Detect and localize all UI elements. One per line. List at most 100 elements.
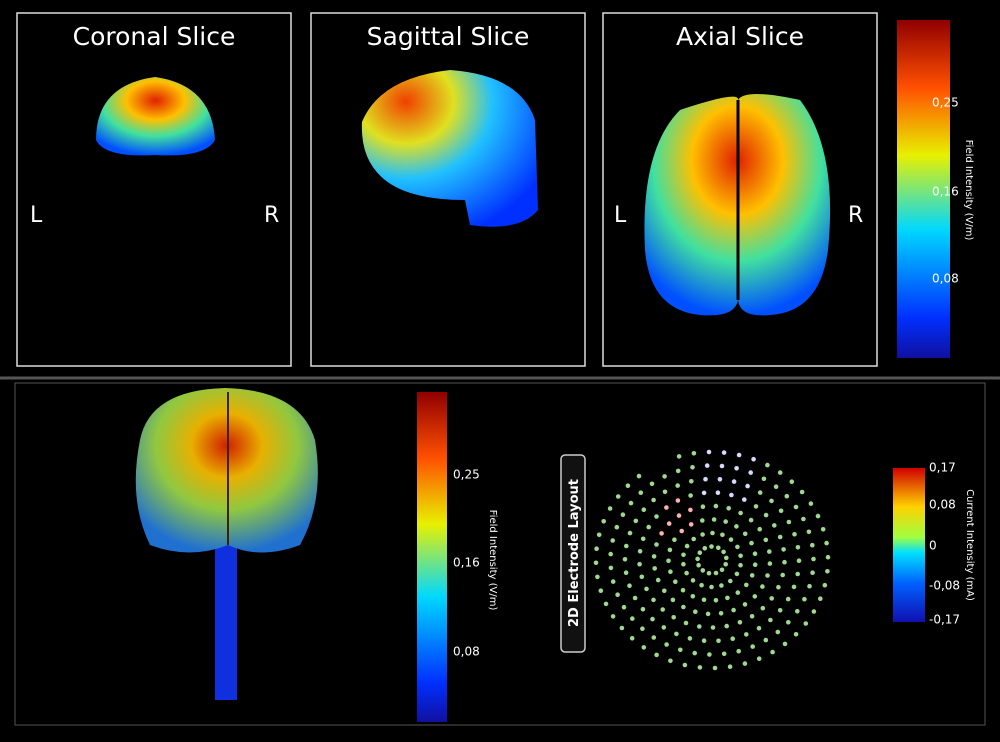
electrode: [688, 522, 694, 527]
electrode: [765, 573, 770, 578]
electrode: [802, 596, 807, 602]
colorbar-tick: -0,17: [929, 613, 960, 627]
electrode: [670, 597, 676, 603]
colorbar-tick: 0,25: [453, 468, 480, 482]
electrode: [666, 558, 671, 564]
electrode: [716, 638, 721, 644]
electrode: [734, 466, 739, 471]
electrode: [786, 620, 791, 625]
electrode: [690, 578, 696, 583]
electrode: [654, 542, 659, 547]
colorbar-tick: 0,16: [932, 185, 959, 199]
electrode: [768, 617, 773, 623]
electrode: [615, 494, 621, 499]
electrode: [772, 523, 777, 528]
colorbar-label: Current Intensity (mA): [964, 489, 975, 601]
electrode: [719, 463, 725, 469]
electrode: [776, 584, 781, 590]
electrode: [753, 504, 759, 509]
electrode: [690, 594, 696, 599]
button-label[interactable]: 2D Electrode Layout: [567, 479, 582, 627]
electrode: [713, 570, 719, 576]
coronal-slice: [96, 77, 215, 156]
electrode: [780, 572, 785, 578]
electrode: [623, 570, 629, 575]
electrode: [594, 546, 599, 551]
electrode: [607, 506, 613, 511]
electrode: [777, 534, 783, 540]
electrode: [707, 652, 712, 657]
electrode: [808, 501, 814, 506]
electrode: [738, 553, 743, 559]
colorbar: [893, 468, 925, 622]
electrode: [596, 532, 602, 538]
electrode: [724, 555, 729, 561]
electrode: [629, 636, 635, 641]
electrode: [675, 483, 680, 488]
electrode: [633, 518, 639, 524]
electrode: [750, 644, 755, 649]
electrode: [810, 542, 815, 548]
electrode: [681, 561, 686, 567]
electrode: [713, 598, 719, 603]
electrode: [726, 506, 731, 511]
electrode: [610, 614, 616, 619]
electrode: [684, 543, 690, 549]
electrode: [668, 658, 673, 664]
electrode: [735, 544, 740, 550]
electrode: [649, 481, 655, 487]
side-label: L: [614, 203, 627, 228]
electrode: [614, 524, 620, 530]
electrode: [763, 537, 769, 543]
electrode: [650, 616, 655, 622]
electrode: [660, 607, 665, 612]
side-label: L: [30, 203, 43, 228]
electrode: [621, 604, 627, 610]
panel-title: Coronal Slice: [73, 22, 236, 51]
electrode: [692, 650, 697, 656]
electrode: [654, 514, 659, 519]
electrode: [789, 479, 795, 485]
electrode: [661, 625, 667, 630]
electrode: [777, 608, 783, 613]
electrode: [723, 562, 728, 567]
electrode: [725, 595, 730, 601]
electrode: [756, 625, 762, 631]
electrode: [742, 602, 748, 607]
electrode: [608, 565, 614, 571]
electrode: [622, 557, 628, 562]
electrode: [709, 544, 714, 549]
electrode: [770, 649, 775, 655]
electrode: [793, 504, 799, 510]
electrode: [640, 626, 645, 631]
electrode: [784, 493, 790, 499]
electrode: [763, 637, 769, 643]
electrode: [595, 574, 600, 580]
electrode: [731, 479, 737, 484]
electrode: [697, 550, 703, 555]
electrode: [729, 492, 734, 498]
electrode: [641, 645, 647, 650]
electrode: [610, 579, 616, 584]
electrode: [728, 537, 734, 542]
electrode: [693, 609, 698, 614]
colorbar-label: Field Intensity (V/m): [963, 140, 974, 241]
button-frame[interactable]: [560, 454, 586, 653]
colorbar: [897, 20, 950, 358]
electrode: [700, 518, 705, 523]
electrode: [738, 562, 743, 568]
electrode: [769, 596, 774, 601]
electrode: [822, 582, 828, 588]
electrode: [695, 556, 700, 562]
electrode: [639, 574, 645, 580]
electrode-layout-button[interactable]: 2D Electrode Layout: [560, 454, 586, 653]
electrode: [735, 590, 741, 595]
electrode: [652, 566, 657, 571]
electrode: [773, 484, 779, 490]
electrode: [627, 530, 633, 536]
electrode: [659, 531, 664, 536]
electrode: [807, 583, 812, 589]
electrode: [667, 547, 673, 553]
electrode: [763, 512, 769, 518]
